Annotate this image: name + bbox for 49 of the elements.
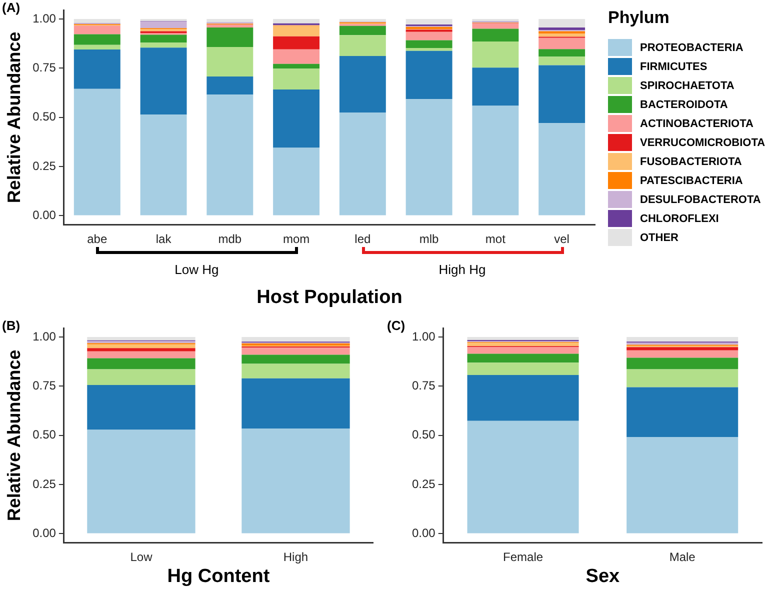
- x-tick-label: mdb: [218, 232, 242, 246]
- legend-label: FIRMICUTES: [640, 60, 708, 72]
- chart-title: (C): [387, 318, 406, 333]
- legend-label: FUSOBACTERIOTA: [640, 156, 742, 168]
- legend-label: BACTEROIDOTA: [640, 98, 728, 110]
- x-tick-label: Female: [503, 550, 544, 564]
- y-tick-label: 1.00: [32, 329, 56, 344]
- legend-label: VERRUCOMICROBIOTA: [640, 136, 766, 148]
- text: High Hg: [438, 262, 487, 277]
- y-tick-label: 0.25: [412, 476, 436, 491]
- y-tick-label: 0.50: [412, 428, 436, 442]
- x-tick-label: led: [354, 232, 371, 246]
- x-axis-title: Sex: [584, 566, 621, 588]
- y-tick-label: 0.75: [412, 378, 436, 393]
- legend-label: SPIROCHAETOTA: [640, 80, 734, 92]
- y-axis-title: Relative Abundance: [4, 350, 24, 522]
- y-tick-label: 0.50: [32, 428, 56, 442]
- legend-label: CHLOROFLEXI: [640, 212, 719, 224]
- chart-title: (A): [2, 0, 20, 15]
- y-tick-label: 0.75: [32, 378, 56, 393]
- x-tick-label: mom: [282, 232, 310, 246]
- y-tick-label: 0.00: [32, 526, 56, 540]
- y-tick-label: 1.00: [412, 329, 436, 344]
- y-tick-label: 0.00: [32, 208, 56, 222]
- x-axis-title: Hg Content: [166, 566, 271, 588]
- legend-label: ACTINOBACTERIOTA: [640, 118, 754, 130]
- chart-title: (B): [2, 318, 20, 333]
- y-tick-label: 0.00: [412, 526, 436, 540]
- x-axis-title: Host Population: [256, 287, 404, 309]
- x-tick-label: mot: [485, 232, 506, 246]
- legend-label: PROTEOBACTERIA: [640, 42, 744, 54]
- x-tick-label: mlb: [419, 232, 440, 246]
- legend-label: DESULFOBACTEROTA: [640, 194, 761, 206]
- legend-title: Phylum: [608, 8, 670, 28]
- y-tick-label: 1.00: [32, 11, 56, 26]
- legend-label: PATESCIBACTERIA: [640, 174, 743, 186]
- y-tick-label: 0.75: [32, 60, 56, 75]
- x-tick-label: Male: [669, 550, 696, 564]
- x-tick-label: vel: [554, 232, 570, 246]
- y-tick-label: 0.25: [32, 158, 56, 173]
- legend-label: OTHER: [640, 232, 678, 244]
- y-tick-label: 0.50: [32, 110, 56, 124]
- x-tick-label: lak: [156, 232, 172, 246]
- x-tick-label: High: [283, 550, 308, 564]
- x-tick-label: abe: [87, 232, 108, 246]
- y-axis-title: Relative Abundance: [4, 32, 24, 204]
- x-tick-label: Low: [130, 550, 153, 564]
- text: Low Hg: [174, 262, 220, 277]
- y-tick-label: 0.25: [32, 476, 56, 491]
